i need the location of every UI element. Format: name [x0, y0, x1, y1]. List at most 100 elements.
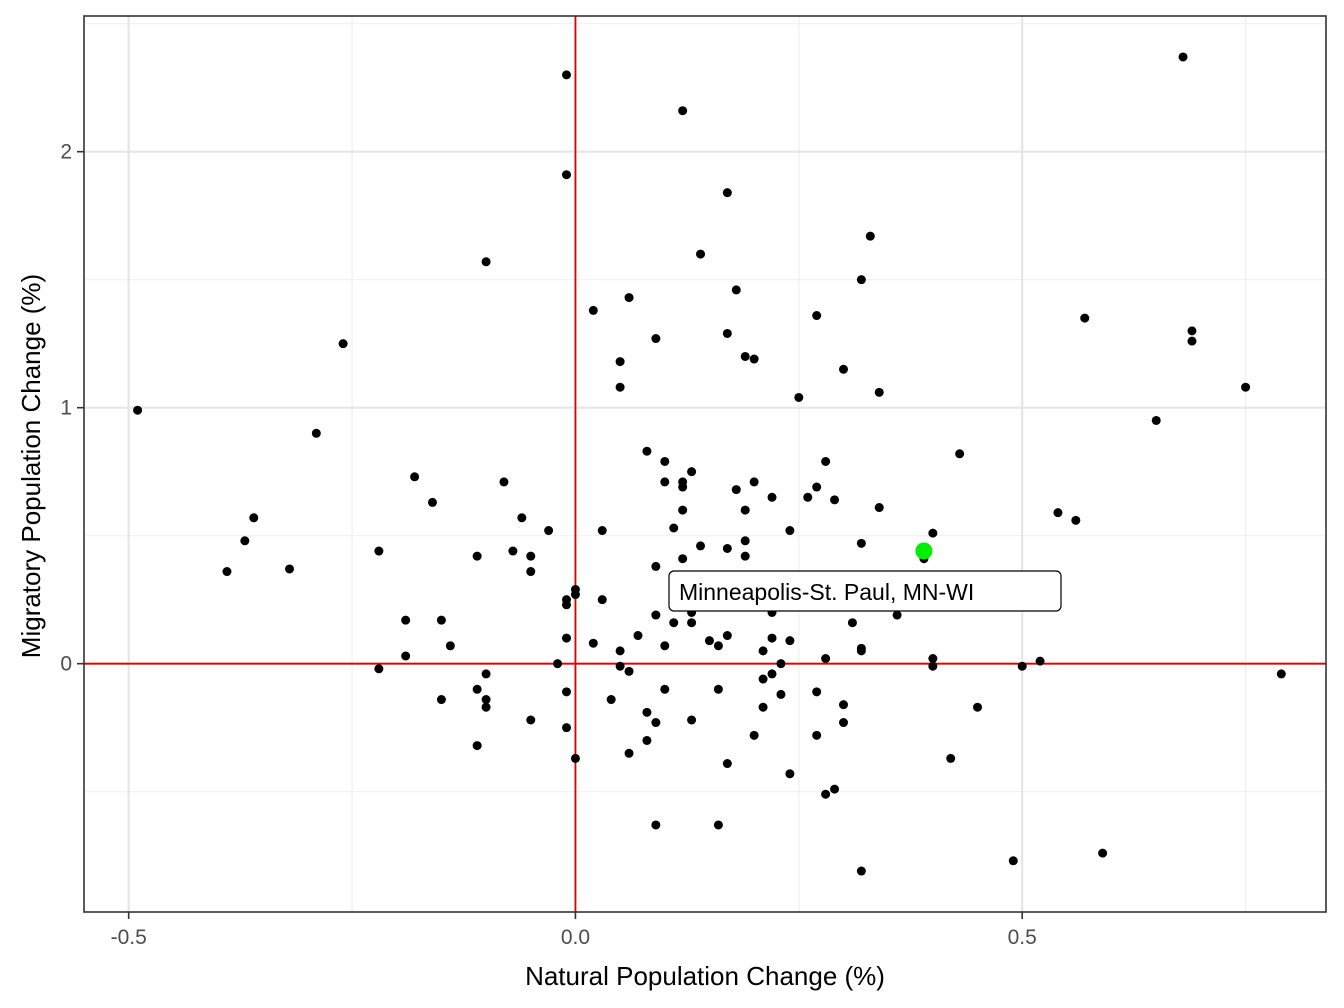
data-point — [856, 538, 866, 548]
data-point — [812, 311, 822, 321]
data-point — [222, 567, 232, 577]
data-point — [874, 387, 884, 397]
data-point — [722, 188, 732, 198]
data-point — [472, 741, 482, 751]
data-point — [570, 590, 580, 600]
data-point — [651, 718, 661, 728]
data-point — [973, 702, 983, 712]
data-point — [722, 759, 732, 769]
data-point — [1151, 415, 1161, 425]
data-point — [722, 543, 732, 553]
data-point — [785, 526, 795, 536]
data-point — [472, 684, 482, 694]
data-point — [526, 715, 536, 725]
data-points — [133, 52, 1286, 876]
data-point — [830, 495, 840, 505]
data-point — [696, 249, 706, 259]
data-point — [660, 641, 670, 651]
panel-border — [83, 15, 1327, 913]
data-point — [821, 789, 831, 799]
data-point — [856, 275, 866, 285]
data-point — [767, 669, 777, 679]
data-point — [749, 477, 759, 487]
data-point — [785, 636, 795, 646]
data-point — [1080, 313, 1090, 323]
data-point — [374, 546, 384, 556]
data-point — [606, 695, 616, 705]
data-point — [794, 392, 804, 402]
data-point — [615, 661, 625, 671]
data-point — [830, 784, 840, 794]
data-point — [651, 610, 661, 620]
data-point — [517, 513, 527, 523]
data-point — [678, 505, 688, 515]
data-point — [660, 456, 670, 466]
data-point — [856, 866, 866, 876]
data-point — [812, 482, 822, 492]
data-point — [687, 467, 697, 477]
x-tick-label: 0.0 — [561, 926, 590, 949]
data-point — [767, 492, 777, 502]
data-point — [821, 654, 831, 664]
data-point — [1098, 848, 1108, 858]
y-axis: 0 1 2 — [60, 141, 84, 676]
data-point — [570, 753, 580, 763]
data-point — [651, 561, 661, 571]
data-point — [562, 170, 572, 180]
data-point — [544, 526, 554, 536]
data-point — [374, 664, 384, 674]
data-point — [1008, 856, 1018, 866]
data-point — [776, 689, 786, 699]
data-point — [633, 631, 643, 641]
data-point — [597, 526, 607, 536]
data-point — [776, 659, 786, 669]
data-point — [410, 472, 420, 482]
data-point — [553, 659, 563, 669]
data-point — [562, 633, 572, 643]
data-point — [624, 666, 634, 676]
highlight-label: Minneapolis-St. Paul, MN-WI — [679, 579, 974, 605]
highlight-group: Minneapolis-St. Paul, MN-WI — [668, 542, 1062, 612]
data-point — [740, 505, 750, 515]
data-point — [1053, 508, 1063, 518]
data-point — [338, 339, 348, 349]
data-point — [615, 646, 625, 656]
y-tick-label: 0 — [60, 653, 72, 676]
data-point — [874, 503, 884, 513]
data-point — [740, 536, 750, 546]
x-tick-label: -0.5 — [111, 926, 147, 949]
data-point — [615, 357, 625, 367]
data-point — [856, 646, 866, 656]
data-point — [1178, 52, 1188, 62]
data-point — [624, 293, 634, 303]
y-tick-label: 2 — [60, 141, 72, 164]
data-point — [812, 687, 822, 697]
data-point — [722, 631, 732, 641]
data-point — [562, 723, 572, 733]
data-point — [615, 382, 625, 392]
data-point — [678, 554, 688, 564]
data-point — [731, 485, 741, 495]
data-point — [678, 482, 688, 492]
data-point — [311, 428, 321, 438]
data-point — [436, 615, 446, 625]
minor-gridlines — [84, 16, 1326, 912]
data-point — [1017, 661, 1027, 671]
data-point — [1035, 656, 1045, 666]
data-point — [508, 546, 518, 556]
data-point — [785, 769, 795, 779]
data-point — [749, 354, 759, 364]
data-point — [285, 564, 295, 574]
data-point — [758, 674, 768, 684]
data-point — [240, 536, 250, 546]
data-point — [562, 70, 572, 80]
data-point — [758, 646, 768, 656]
data-point — [401, 651, 411, 661]
data-point — [713, 684, 723, 694]
data-point — [669, 523, 679, 533]
data-point — [642, 707, 652, 717]
data-point — [892, 610, 902, 620]
data-point — [597, 595, 607, 605]
